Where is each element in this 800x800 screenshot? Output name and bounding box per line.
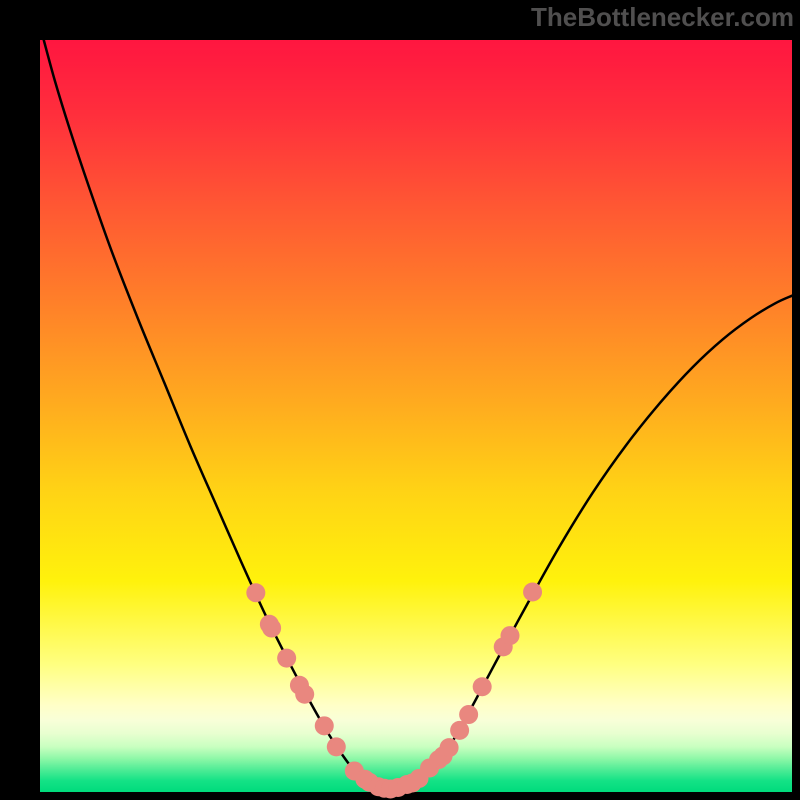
- scatter-point: [523, 582, 542, 601]
- scatter-point: [277, 649, 296, 668]
- scatter-point: [262, 619, 281, 638]
- watermark-text: TheBottlenecker.com: [531, 2, 794, 33]
- scatter-point: [501, 626, 520, 645]
- scatter-point: [246, 583, 265, 602]
- bottleneck-curve: [44, 40, 792, 790]
- scatter-point: [315, 716, 334, 735]
- scatter-point: [440, 738, 459, 757]
- bottleneck-chart: [0, 0, 800, 800]
- scatter-point: [295, 685, 314, 704]
- scatter-point: [327, 737, 346, 756]
- scatter-point: [459, 705, 478, 724]
- scatter-points: [246, 582, 542, 798]
- scatter-point: [473, 677, 492, 696]
